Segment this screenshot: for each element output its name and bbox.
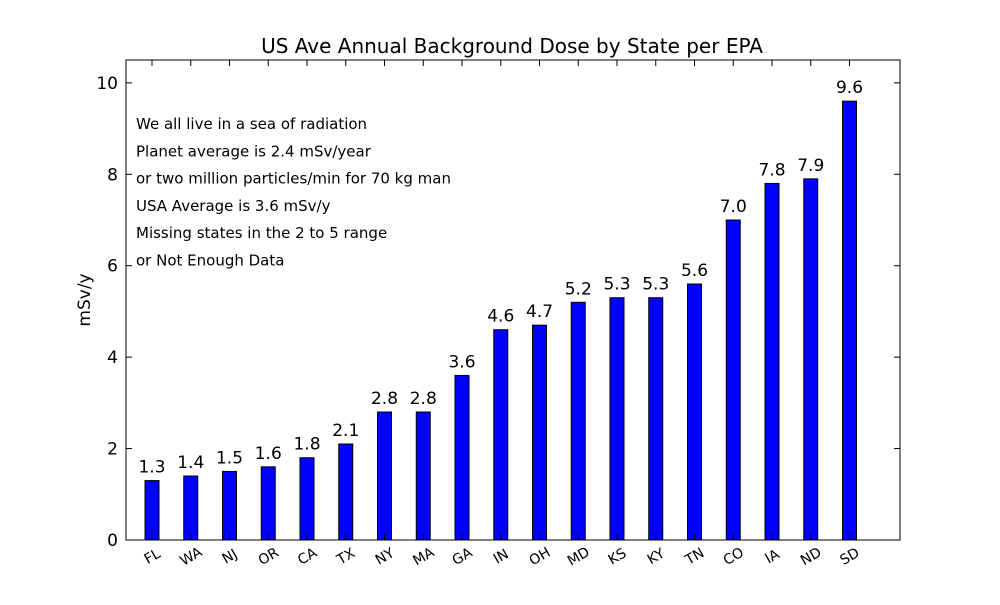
bar-MA bbox=[415, 411, 431, 541]
annotation-line: Missing states in the 2 to 5 range bbox=[136, 224, 387, 242]
x-tick-label: OR bbox=[256, 545, 282, 569]
x-tick-label: SD bbox=[837, 545, 862, 569]
bar-IA bbox=[764, 182, 780, 541]
x-tick-label: ND bbox=[798, 545, 824, 569]
y-tick-label: 2 bbox=[107, 440, 118, 460]
bar-WA bbox=[183, 475, 199, 541]
bar-MD bbox=[570, 301, 586, 541]
x-tick-label: GA bbox=[450, 545, 476, 569]
bar-value-label: 4.6 bbox=[487, 307, 514, 327]
x-tick-label: NJ bbox=[220, 546, 241, 567]
bar-value-label: 7.9 bbox=[797, 156, 824, 176]
y-tick-label: 4 bbox=[107, 348, 118, 368]
bar-value-label: 5.3 bbox=[642, 275, 669, 295]
bar-value-label: 4.7 bbox=[526, 302, 553, 322]
bar-value-label: 7.0 bbox=[720, 197, 747, 217]
x-tick-label: IA bbox=[763, 546, 783, 567]
y-axis-label: mSv/y bbox=[75, 273, 95, 326]
bar-TX bbox=[338, 443, 354, 541]
bar-KY bbox=[648, 297, 664, 541]
x-tick-label: TN bbox=[682, 545, 707, 569]
bar-value-label: 1.5 bbox=[216, 448, 243, 468]
plot-frame bbox=[125, 59, 901, 541]
y-tick-label: 8 bbox=[107, 165, 118, 185]
bar-NJ bbox=[222, 470, 237, 541]
y-tick-label: 0 bbox=[107, 531, 118, 551]
bar-SD bbox=[842, 100, 857, 541]
x-tick-label: MD bbox=[565, 544, 593, 569]
annotation-line: or Not Enough Data bbox=[136, 252, 284, 270]
bar-value-label: 5.3 bbox=[603, 275, 630, 295]
x-tick-label: TX bbox=[334, 545, 359, 569]
x-tick-label: MA bbox=[410, 544, 437, 569]
bar-value-label: 1.3 bbox=[138, 458, 165, 478]
x-tick-label: WA bbox=[177, 544, 205, 569]
bar-value-label: 2.8 bbox=[410, 389, 437, 409]
y-tick-label: 6 bbox=[107, 257, 118, 277]
annotation-block: We all live in a sea of radiation Planet … bbox=[136, 115, 451, 270]
x-tick-label: OH bbox=[527, 545, 554, 570]
bar-CA bbox=[299, 457, 315, 541]
bar-GA bbox=[454, 374, 470, 541]
annotation-line: We all live in a sea of radiation bbox=[136, 115, 367, 133]
bar-value-label: 7.8 bbox=[758, 160, 785, 180]
x-tick-label: KY bbox=[645, 545, 668, 568]
bar-OH bbox=[532, 324, 547, 541]
bar-IN bbox=[493, 329, 509, 541]
bar-value-label: 2.8 bbox=[371, 389, 398, 409]
x-tick-label: IN bbox=[491, 546, 512, 567]
bar-value-label: 9.6 bbox=[836, 78, 863, 98]
annotation-line: Planet average is 2.4 mSv/year bbox=[136, 142, 372, 160]
x-tick-label: KS bbox=[606, 545, 630, 568]
chart-title: US Ave Annual Background Dose by State p… bbox=[261, 34, 763, 58]
annotation-line: USA Average is 3.6 mSv/y bbox=[136, 197, 331, 215]
bar-value-label: 3.6 bbox=[448, 352, 475, 372]
bars-group: 1.3 1.4 1.5 1.6 1.8 2.1 2.8 2.8 3.6 4.6 4.7 5.2 5.3 5… bbox=[138, 78, 863, 541]
x-tick-label: FL bbox=[142, 546, 164, 568]
bar-value-label: 1.4 bbox=[177, 453, 204, 473]
x-tick-label: CA bbox=[295, 545, 320, 569]
x-tick-label: CO bbox=[721, 545, 747, 569]
bar-CO bbox=[725, 219, 741, 541]
bar-value-label: 2.1 bbox=[332, 421, 359, 441]
bar-ND bbox=[803, 178, 819, 541]
bar-value-label: 1.6 bbox=[255, 444, 282, 464]
bar-value-label: 5.2 bbox=[565, 279, 592, 299]
y-tick-label: 10 bbox=[96, 74, 118, 94]
x-tick-label: NY bbox=[373, 545, 398, 569]
bar-FL bbox=[144, 480, 160, 541]
bar-TN bbox=[687, 283, 702, 541]
bar-value-label: 1.8 bbox=[293, 435, 320, 455]
bar-value-label: 5.6 bbox=[681, 261, 708, 281]
bar-KS bbox=[609, 297, 625, 541]
annotation-line: or two million particles/min for 70 kg m… bbox=[136, 170, 451, 188]
bar-OR bbox=[260, 466, 276, 541]
bar-NY bbox=[377, 411, 392, 541]
